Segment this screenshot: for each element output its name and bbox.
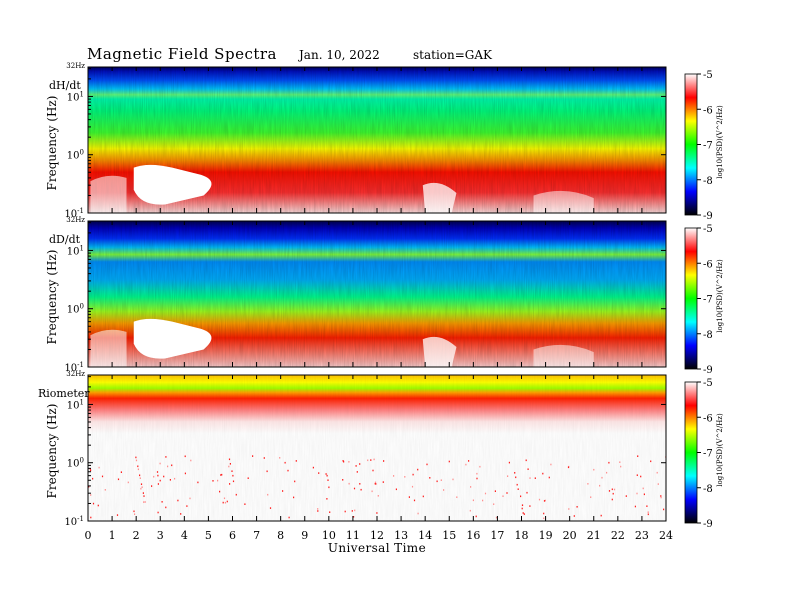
y-tick-label: 101: [67, 244, 84, 257]
colorbar-tick-label: -9: [703, 211, 713, 222]
x-tick-label: 23: [635, 529, 649, 542]
colorbar-label: log10(PSD)(V^2/Hz): [716, 413, 724, 487]
x-axis-label: Universal Time: [328, 541, 426, 555]
x-tick-label: 20: [563, 529, 577, 542]
colorbar: [684, 73, 698, 216]
x-tick-label: 6: [229, 529, 236, 542]
colorbar-tick-label: -8: [703, 176, 713, 187]
x-tick-label: 1: [109, 529, 116, 542]
top-frequency-label: 32Hz: [66, 216, 85, 224]
x-tick-label: 7: [253, 529, 260, 542]
panel-label: dD/dt: [49, 233, 81, 246]
colorbar-tick-label: -7: [703, 449, 713, 460]
x-tick-label: 17: [490, 529, 504, 542]
y-tick-label: 100: [67, 149, 84, 162]
saturation-region: [133, 318, 212, 359]
colorbar-tick-label: -8: [703, 330, 713, 341]
x-tick-label: 3: [157, 529, 164, 542]
colorbar-tick-label: -8: [703, 484, 713, 495]
y-axis-label: Frequency (Hz): [45, 250, 59, 345]
y-tick-label: 10-1: [64, 207, 84, 220]
x-tick-label: 8: [277, 529, 284, 542]
x-tick-label: 5: [205, 529, 212, 542]
x-tick-label: 12: [370, 529, 384, 542]
x-tick-label: 16: [466, 529, 480, 542]
colorbar-tick-label: -6: [703, 413, 713, 424]
y-axis-label: Frequency (Hz): [45, 404, 59, 499]
colorbar-tick-label: -5: [703, 378, 713, 389]
colorbar-tick-label: -9: [703, 365, 713, 376]
panel-3: Frequency (Hz) Riometer 32Hz 101 100 10-1 -5 -6…: [38, 370, 724, 530]
station-label: station=GAK: [413, 48, 493, 62]
x-tick-label: 14: [418, 529, 432, 542]
x-tick-label: 11: [346, 529, 360, 542]
x-tick-label: 4: [181, 529, 188, 542]
x-tick-label: 21: [587, 529, 601, 542]
colorbar-label: log10(PSD)(V^2/Hz): [716, 105, 724, 179]
date-label: Jan. 10, 2022: [299, 48, 380, 62]
x-tick-label: 0: [85, 529, 92, 542]
panel-label: Riometer: [38, 387, 90, 400]
y-axis-label: Frequency (Hz): [45, 96, 59, 191]
colorbar-label: log10(PSD)(V^2/Hz): [716, 259, 724, 333]
colorbar-tick-label: -7: [703, 295, 713, 306]
x-tick-label: 24: [659, 529, 673, 542]
y-tick-label: 101: [67, 398, 84, 411]
colorbar-tick-label: -6: [703, 259, 713, 270]
panel-label: dH/dt: [49, 79, 81, 92]
x-tick-label: 10: [322, 529, 336, 542]
x-tick-label: 15: [442, 529, 456, 542]
x-tick-label: 13: [394, 529, 408, 542]
top-frequency-label: 32Hz: [66, 370, 85, 378]
top-frequency-label: 32Hz: [66, 62, 85, 70]
x-tick-label: 18: [515, 529, 529, 542]
colorbar-tick-label: -5: [703, 224, 713, 235]
chart-title: Magnetic Field Spectra: [87, 45, 277, 63]
y-tick-label: 100: [67, 457, 84, 470]
colorbar-tick-label: -6: [703, 105, 713, 116]
y-tick-label: 100: [67, 303, 84, 316]
saturation-region: [133, 164, 212, 205]
colorbar-tick-label: -7: [703, 141, 713, 152]
x-tick-label: 19: [539, 529, 553, 542]
x-tick-label: 22: [611, 529, 625, 542]
panel-1: Frequency (Hz) dH/dt 32Hz 101 100 10-1 -5 -6 -7 -…: [45, 62, 724, 222]
colorbar: [684, 227, 698, 370]
panel-2: Frequency (Hz) dD/dt 32Hz 101 100 10-1 -5 -6 -7 -…: [45, 216, 724, 376]
y-tick-label: 101: [67, 90, 84, 103]
colorbar-tick-label: -5: [703, 70, 713, 81]
x-tick-label: 9: [301, 529, 308, 542]
colorbar-tick-label: -9: [703, 519, 713, 530]
y-tick-label: 10-1: [64, 515, 84, 528]
colorbar: [684, 381, 698, 524]
x-tick-label: 2: [133, 529, 140, 542]
y-tick-label: 10-1: [64, 361, 84, 374]
